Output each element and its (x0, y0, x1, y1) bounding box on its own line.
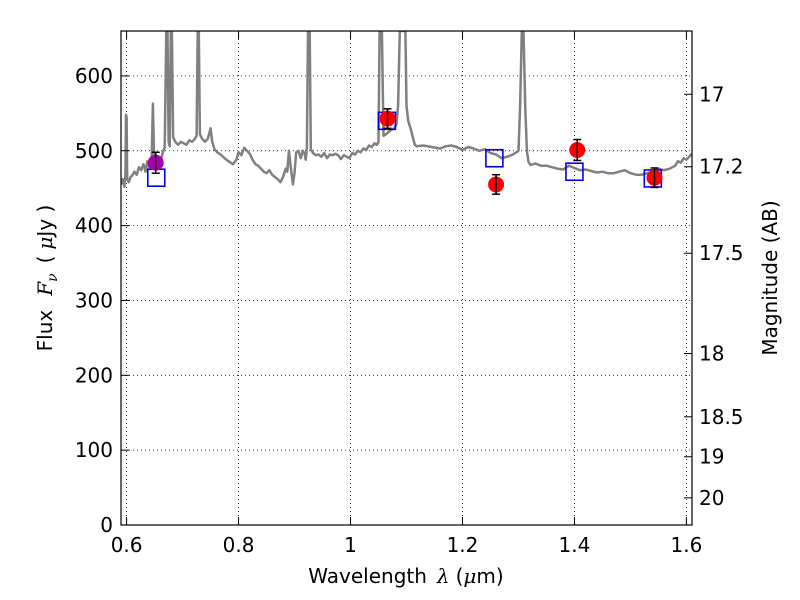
x-axis-label: Wavelength λ (μm) (308, 564, 503, 588)
magnitude-tick-label: 17 (699, 82, 724, 106)
y-tick-label: 600 (75, 64, 113, 88)
y-tick-label: 100 (75, 438, 113, 462)
magnitude-tick-label: 18 (699, 342, 724, 366)
y-tick-label: 0 (100, 513, 113, 537)
magnitude-tick-label: 20 (699, 486, 724, 510)
axis-ticks: 0.6 0.8 1 1.2 1.4 1.6 0 100 200 300 400 500 600 17 17.… (75, 31, 744, 557)
y-tick-label: 500 (75, 139, 113, 163)
magnitude-tick-label: 17.2 (699, 155, 744, 179)
magnitude-tick-label: 19 (699, 445, 724, 469)
y-tick-label: 300 (75, 288, 113, 312)
plot-frame (120, 30, 693, 526)
data-layer (121, 31, 692, 195)
magnitude-tick-label: 17.5 (699, 241, 744, 265)
x-tick-label: 1.2 (447, 533, 479, 557)
model-flux-square (485, 148, 504, 168)
y-tick-label: 400 (75, 214, 113, 238)
x-tick-label: 0.6 (111, 533, 143, 557)
magnitude-axis-label: Magnitude (AB) (758, 200, 782, 355)
x-tick-label: 1.6 (670, 533, 702, 557)
x-tick-label: 1.4 (559, 533, 591, 557)
y-axis-label: FluxFν(μJy ) (33, 205, 61, 352)
magnitude-tick-label: 18.5 (699, 405, 744, 429)
x-tick-label: 0.8 (223, 533, 255, 557)
model-flux-square (565, 162, 584, 182)
y-tick-label: 200 (75, 363, 113, 387)
x-tick-label: 1 (344, 533, 357, 557)
spectrum-line (121, 31, 692, 188)
